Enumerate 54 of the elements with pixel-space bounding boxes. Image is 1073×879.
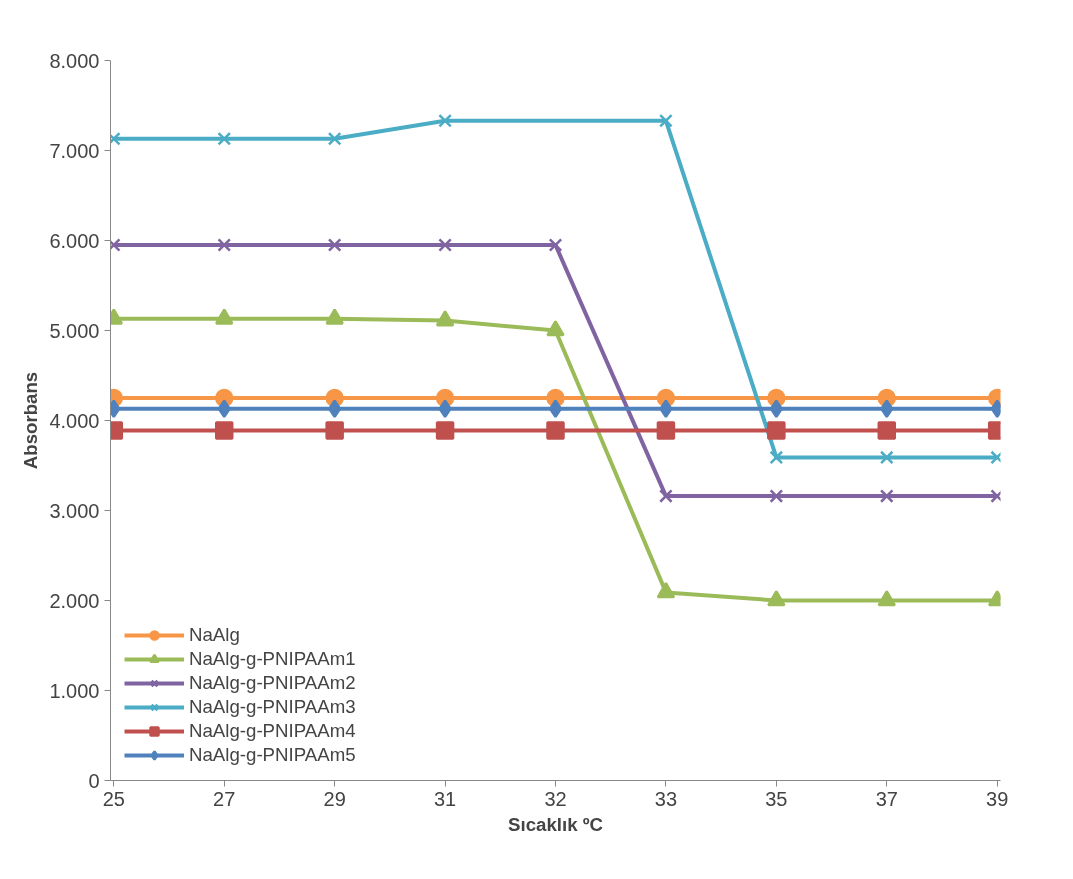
point: [327, 131, 342, 146]
point: [656, 421, 676, 440]
point: [659, 399, 673, 419]
point: [659, 489, 673, 504]
point: [217, 238, 232, 252]
y-tick-label: 1.000: [49, 679, 100, 702]
point: [879, 489, 894, 504]
point: [327, 238, 342, 252]
point: [767, 421, 786, 440]
y-tick-label: 4.000: [49, 409, 100, 432]
point: [879, 450, 894, 465]
y-axis-title: Absorbans: [20, 371, 42, 470]
legend-label: NaAlg-g-PNIPAAm2: [189, 672, 356, 694]
point: [769, 450, 784, 465]
legend-label: NaAlg-g-PNIPAAm3: [189, 696, 356, 718]
point: [217, 131, 232, 146]
legend-label: NaAlg-g-PNIPAAm5: [189, 744, 356, 766]
legend-label: NaAlg: [189, 624, 240, 646]
point: [769, 399, 783, 419]
point: [548, 399, 563, 419]
y-tick-label: 6.000: [49, 229, 100, 252]
point: [438, 399, 452, 419]
point: [546, 421, 565, 440]
x-tick-label: 31: [433, 787, 457, 810]
y-tick-label: 2.000: [49, 589, 100, 612]
x-tick-label: 27: [213, 787, 236, 810]
point: [877, 421, 897, 440]
y-tick-label: 3.000: [49, 499, 100, 522]
point: [325, 421, 344, 440]
x-tick-label: 32: [544, 787, 567, 810]
point: [548, 238, 563, 252]
x-axis-title: Sıcaklık ºC: [508, 813, 603, 835]
point: [438, 238, 452, 252]
y-tick-label: 5.000: [49, 319, 100, 342]
point: [880, 399, 894, 419]
point: [438, 113, 452, 128]
point: [214, 421, 234, 440]
y-tick-label: 8.000: [49, 49, 100, 72]
point: [217, 399, 231, 419]
x-tick-label: 25: [102, 787, 125, 810]
point: [659, 113, 673, 128]
x-tick-label: 33: [654, 787, 678, 810]
x-tick-label: 35: [765, 787, 788, 810]
point: [769, 489, 784, 504]
x-tick-label: 39: [986, 787, 1009, 810]
legend-label: NaAlg-g-PNIPAAm1: [189, 648, 356, 670]
y-tick-label: 0: [88, 769, 100, 792]
point: [546, 320, 565, 337]
x-tick-label: 37: [875, 787, 898, 810]
legend-label: NaAlg-g-PNIPAAm4: [189, 720, 356, 742]
x-tick-label: 29: [323, 787, 346, 810]
point: [435, 421, 455, 440]
point: [328, 399, 342, 419]
y-tick-label: 7.000: [49, 139, 100, 162]
